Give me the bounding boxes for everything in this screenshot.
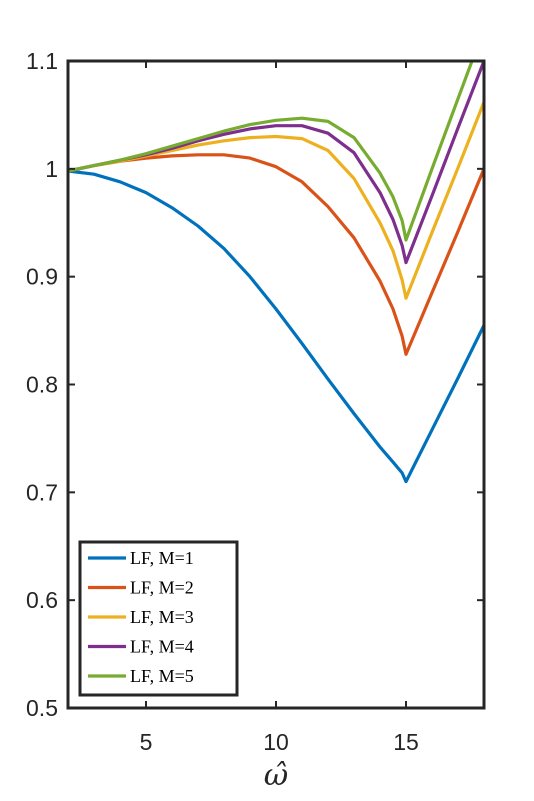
- legend-label: LF, M=3: [130, 607, 194, 627]
- y-tick-label: 0.7: [26, 479, 58, 505]
- y-tick-label: 1: [45, 156, 58, 182]
- x-tick-label: 5: [140, 729, 153, 755]
- legend-label: LF, M=1: [130, 548, 194, 568]
- legend-label: LF, M=2: [130, 578, 194, 598]
- plot-area: 5 10 15 0.5 0.6 0.7 0.8 0.9 1 1.1 ω̂: [26, 48, 486, 793]
- y-tick-label: 0.5: [26, 695, 58, 721]
- x-axis-label: ω̂: [264, 758, 288, 793]
- y-tick-label: 0.6: [26, 587, 58, 613]
- legend: LF, M=1 LF, M=2 LF, M=3 LF, M=4 LF, M=5: [78, 540, 239, 697]
- series-lines: [68, 61, 484, 484]
- tick-labels: 5 10 15 0.5 0.6 0.7 0.8 0.9 1 1.1: [26, 48, 419, 755]
- x-tick-label: 15: [393, 729, 419, 755]
- series-line-2: [68, 153, 484, 356]
- x-tick-label: 10: [263, 729, 289, 755]
- legend-label: LF, M=5: [130, 666, 194, 686]
- series-line-1: [68, 169, 484, 484]
- series-line-4: [68, 61, 484, 265]
- series-line-5: [68, 61, 474, 242]
- y-tick-label: 0.9: [26, 264, 58, 290]
- axis-ticks: [68, 60, 484, 709]
- y-tick-label: 0.8: [26, 372, 58, 398]
- y-tick-label: 1.1: [26, 48, 58, 74]
- legend-label: LF, M=4: [130, 637, 194, 657]
